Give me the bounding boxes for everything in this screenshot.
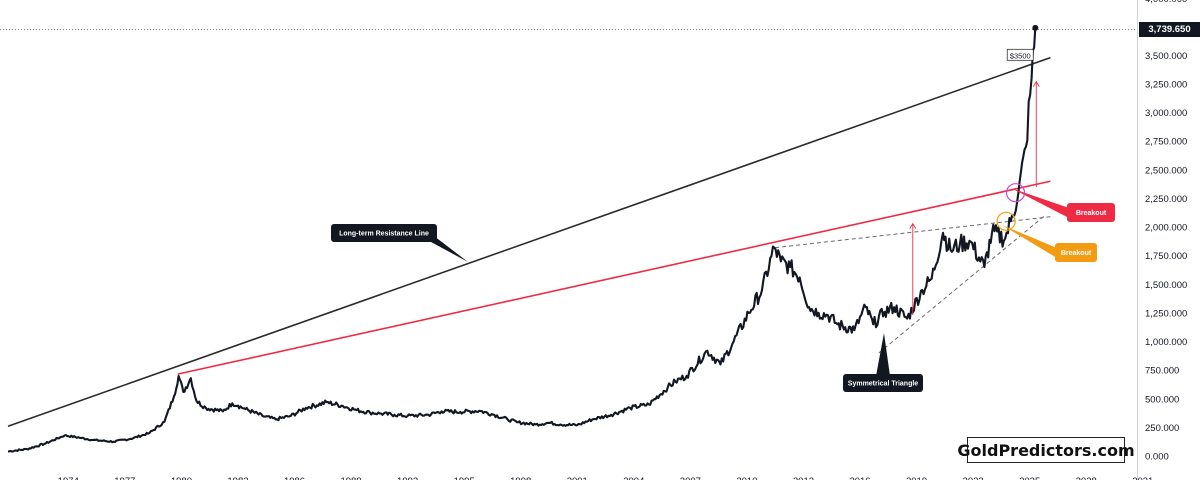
arrow-head-1 [1032, 80, 1040, 87]
callout-box [331, 224, 437, 242]
x-tick-label: 2028 [1076, 476, 1097, 480]
x-tick-label: 2013 [793, 476, 814, 480]
x-tick-label: 1995 [454, 476, 475, 480]
x-tick-label: 1998 [510, 476, 531, 480]
callout-pointer [1002, 225, 1057, 258]
x-tick-label: 2019 [906, 476, 927, 480]
x-tick-label: 2022 [963, 476, 984, 480]
trendline-3 [878, 215, 1046, 354]
y-axis: 0.000 250.000 500.000 750.000 1,000.000 1,250… [1145, 0, 1187, 463]
y-tick-label: 2,750.000 [1145, 137, 1187, 148]
last-price-dot [1032, 24, 1039, 31]
callout-label: Breakout [1076, 210, 1107, 217]
x-tick-label: 1986 [284, 476, 305, 480]
x-tick-label: 2004 [623, 476, 644, 480]
x-axis: 1974 1977 1980 1983 1986 1989 1992 1995 1998 2001… [58, 476, 1154, 480]
y-tick-label: 250.000 [1145, 423, 1179, 434]
callout-label: Symmetrical Triangle [848, 381, 919, 388]
y-tick-label: 500.000 [1145, 394, 1179, 405]
y-tick-label: 1,000.000 [1145, 337, 1187, 348]
x-tick-label: 2025 [1019, 476, 1040, 480]
price-line [7, 27, 1037, 453]
y-tick-label: 2,250.000 [1145, 194, 1187, 205]
x-tick-label: 1980 [171, 476, 192, 480]
x-tick-label: 2001 [567, 476, 588, 480]
callout-breakout-red: Breakout [1011, 188, 1115, 222]
price-3500-box [1006, 48, 1034, 61]
callout-symmetrical-triangle: Symmetrical Triangle [843, 333, 923, 392]
price-3500-label: $3500 [1010, 51, 1031, 60]
x-tick-label: 1983 [227, 476, 248, 480]
x-tick-label: 2016 [849, 476, 870, 480]
callout-pointer [876, 333, 890, 376]
y-tick-label: 3,000.000 [1145, 108, 1187, 119]
breakout-circle-0 [1005, 183, 1026, 203]
x-tick-label: 2010 [736, 476, 757, 480]
x-tick-label: 1977 [114, 476, 135, 480]
y-tick-label-top: 4,000.000 [1145, 0, 1187, 5]
callout-box [1055, 243, 1097, 262]
trendlines-layer [0, 29, 1137, 427]
breakout-circle-1 [996, 211, 1016, 231]
callout-breakout-orange: Breakout [1002, 225, 1097, 262]
callout-label: Breakout [1061, 250, 1092, 257]
x-tick-label: 1992 [397, 476, 418, 480]
y-tick-label: 3,250.000 [1145, 79, 1187, 90]
callout-label: Long-term Resistance Line [339, 231, 429, 238]
y-tick-label: 2,000.000 [1145, 223, 1187, 234]
y-tick-label: 0.000 [1145, 452, 1169, 463]
trendline-0 [7, 56, 1051, 427]
watermark-logo: GoldPredictors.com [957, 437, 1135, 463]
x-tick-label: 1989 [340, 476, 361, 480]
callout-long-term-resistance: Long-term Resistance Line [331, 224, 468, 262]
x-tick-label: 2031 [1132, 476, 1153, 480]
callout-box [843, 374, 923, 392]
callout-pointer [1011, 188, 1069, 218]
y-tick-label: 1,250.000 [1145, 308, 1187, 319]
callout-pointer [420, 236, 468, 262]
price-series-layer [7, 24, 1039, 453]
last-price-label: 3,739.650 [1139, 22, 1200, 37]
trendline-1 [177, 180, 1051, 375]
x-tick-label: 2007 [680, 476, 701, 480]
y-tick-label: 1,750.000 [1145, 251, 1187, 262]
y-tick-label: 2,500.000 [1145, 165, 1187, 176]
y-tick-label: 1,500.000 [1145, 280, 1187, 291]
y-tick-label: 3,500.000 [1145, 51, 1187, 62]
callout-box [1067, 203, 1115, 222]
annotations-layer: Long-term Resistance Line Symmetrical Tri… [331, 48, 1115, 392]
y-tick-label: 750.000 [1145, 366, 1179, 377]
arrow-head-0 [909, 222, 917, 229]
x-tick-label: 1974 [58, 476, 79, 480]
